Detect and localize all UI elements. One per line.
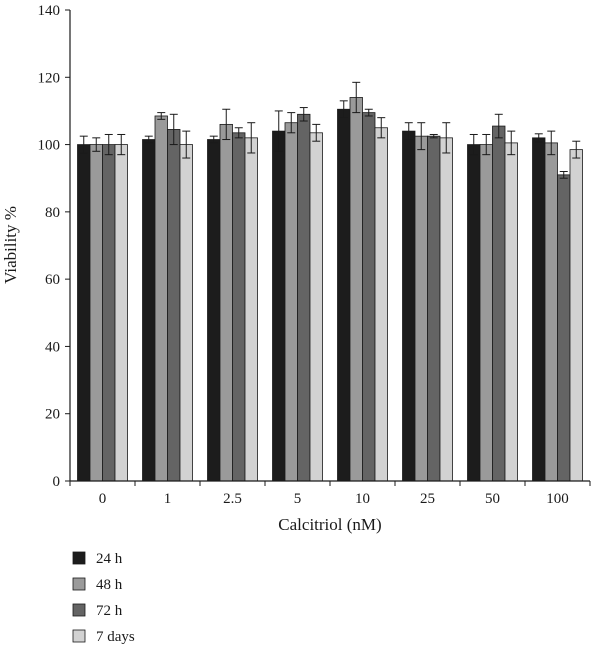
error-bar-7-days-25 [442,122,451,154]
error-bar-24-h-25 [404,122,413,141]
y-tick-label: 40 [45,339,60,355]
error-bar-24-h-0 [79,135,88,154]
bar-7-days-0 [114,144,128,482]
bar-24-h-25 [402,130,416,482]
error-bar-72-h-25 [429,133,438,139]
x-tick-label: 2.5 [223,491,242,507]
legend-swatch-72-h [72,603,86,617]
bar-48-h-1 [154,115,168,482]
x-tick-label: 0 [99,491,107,507]
bar-24-h-100 [532,137,546,482]
legend-swatch-48-h [72,577,86,591]
error-bar-72-h-100 [559,170,568,179]
error-bar-24-h-5 [274,110,283,152]
error-bar-48-h-25 [417,122,426,151]
bar-7-days-1 [179,144,193,482]
error-bar-72-h-5 [299,107,308,122]
bar-72-h-1 [167,129,181,482]
bar-72-h-2.5 [232,132,246,482]
bar-48-h-2.5 [219,123,233,482]
legend-label-24-h: 24 h [96,551,123,567]
bar-48-h-25 [414,135,428,482]
error-bar-7-days-100 [572,140,581,159]
legend-swatch-7-days [72,629,86,643]
error-bar-72-h-1 [169,113,178,146]
x-tick-label: 50 [485,491,500,507]
legend-label-48-h: 48 h [96,577,123,593]
error-bar-48-h-1 [157,112,166,120]
bar-72-h-25 [427,135,441,482]
bar-7-days-2.5 [244,137,258,482]
bar-72-h-10 [362,112,376,482]
error-bar-7-days-50 [507,130,516,156]
x-tick-label: 100 [546,491,569,507]
bar-24-h-5 [272,130,286,482]
error-bar-7-days-5 [312,123,321,142]
y-tick-label: 100 [38,138,61,154]
error-bar-48-h-50 [482,133,491,156]
error-bar-7-days-1 [182,130,191,159]
bar-48-h-5 [284,122,298,482]
bar-48-h-10 [349,97,363,482]
error-bar-72-h-0 [104,133,113,156]
labels-layer: 0 20 40 60 80 100 120 140 0 1 2.5 5 10 25 50 100 [38,3,569,507]
error-bar-24-h-1 [144,135,153,144]
error-bar-24-h-2.5 [209,135,218,144]
y-tick-label: 60 [45,272,60,288]
y-tick-label: 140 [38,3,61,19]
error-bar-24-h-50 [469,133,478,156]
bar-7-days-5 [309,132,323,482]
bar-72-h-50 [492,125,506,482]
legend-label-72-h: 72 h [96,603,123,619]
error-bar-7-days-2.5 [247,122,256,154]
y-axis-title: Viability % [1,206,20,284]
bar-24-h-0 [77,144,91,482]
bar-48-h-0 [89,144,103,482]
bar-24-h-1 [142,139,156,482]
bar-48-h-50 [479,144,493,482]
bar-24-h-2.5 [207,139,221,482]
bar-72-h-5 [297,113,311,482]
legend-swatch-24-h [72,551,86,565]
x-tick-label: 25 [420,491,435,507]
bar-48-h-100 [544,142,558,482]
bar-72-h-0 [102,144,116,482]
bar-7-days-10 [374,127,388,482]
error-bar-24-h-100 [534,133,543,143]
error-bar-24-h-10 [339,100,348,119]
bar-7-days-25 [439,137,453,482]
y-tick-label: 80 [45,205,60,221]
x-tick-label: 5 [294,491,302,507]
bar-7-days-50 [504,142,518,482]
error-bar-72-h-10 [364,108,373,117]
y-tick-label: 120 [38,70,61,86]
error-bar-48-h-5 [287,112,296,134]
bar-24-h-10 [337,108,351,482]
x-tick-label: 1 [164,491,172,507]
bar-7-days-100 [569,149,583,482]
error-bar-48-h-10 [352,81,361,114]
error-bar-7-days-10 [377,117,386,139]
y-tick-label: 20 [45,407,60,423]
y-tick-label: 0 [53,474,61,490]
error-bar-72-h-2.5 [234,127,243,139]
x-axis-title: Calcitriol (nM) [278,515,381,534]
bar-72-h-100 [557,174,571,482]
error-bar-48-h-0 [92,137,101,152]
legend-label-7-days: 7 days [96,629,135,645]
legend: 24 h 48 h 72 h 7 days [72,551,135,645]
bars-layer [77,81,583,482]
error-bar-48-h-2.5 [222,108,231,141]
axes-layer [65,9,591,486]
error-bar-7-days-0 [117,133,126,156]
bar-24-h-50 [467,144,481,482]
error-bar-48-h-100 [547,130,556,156]
error-bar-72-h-50 [494,113,503,139]
x-tick-label: 10 [355,491,370,507]
